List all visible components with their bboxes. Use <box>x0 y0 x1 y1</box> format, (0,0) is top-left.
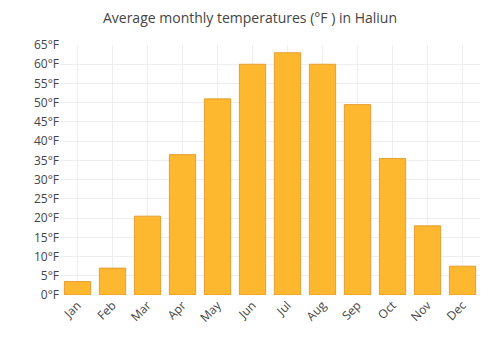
svg-text:5°F: 5°F <box>41 267 59 284</box>
svg-text:30°F: 30°F <box>34 171 59 188</box>
svg-text:Dec: Dec <box>443 297 470 324</box>
svg-text:25°F: 25°F <box>34 190 59 207</box>
svg-text:40°F: 40°F <box>34 132 59 149</box>
svg-text:Aug: Aug <box>302 297 330 325</box>
svg-text:Average monthly temperatures (: Average monthly temperatures (°F ) in Ha… <box>103 8 397 27</box>
svg-text:May: May <box>196 296 225 325</box>
svg-text:60°F: 60°F <box>34 55 59 72</box>
svg-text:Jul: Jul <box>272 297 294 319</box>
svg-text:20°F: 20°F <box>34 209 59 226</box>
svg-text:Sep: Sep <box>338 297 365 324</box>
svg-text:50°F: 50°F <box>34 94 59 111</box>
svg-text:Jan: Jan <box>60 297 85 322</box>
svg-text:Mar: Mar <box>127 297 155 325</box>
svg-text:35°F: 35°F <box>34 152 59 169</box>
svg-text:0°F: 0°F <box>41 286 59 303</box>
svg-text:65°F: 65°F <box>34 36 59 53</box>
svg-text:Jun: Jun <box>234 297 259 322</box>
svg-text:Apr: Apr <box>164 297 190 323</box>
svg-text:55°F: 55°F <box>34 75 59 92</box>
svg-text:Nov: Nov <box>407 297 435 325</box>
svg-text:45°F: 45°F <box>34 113 59 130</box>
svg-text:15°F: 15°F <box>34 229 59 246</box>
svg-text:Feb: Feb <box>93 297 119 323</box>
svg-text:Oct: Oct <box>374 297 400 323</box>
svg-text:10°F: 10°F <box>34 248 59 265</box>
